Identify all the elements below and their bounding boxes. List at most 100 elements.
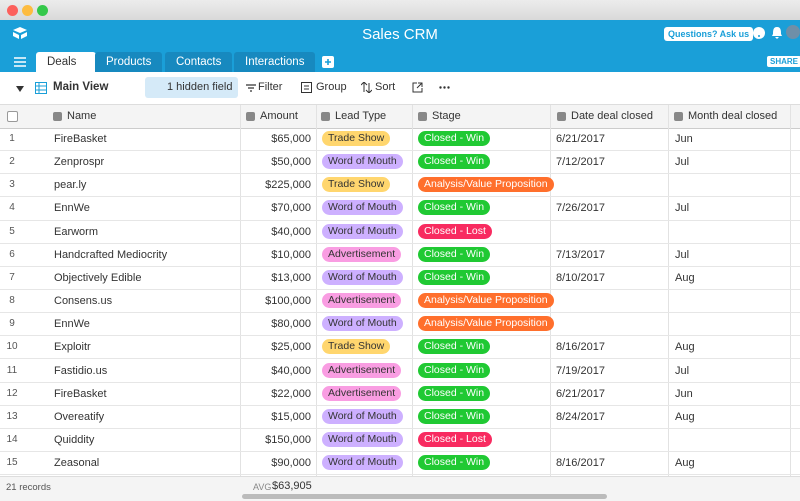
stage-tag[interactable]: Closed - Win <box>418 385 491 401</box>
amount-cell[interactable]: $15,000 <box>271 410 311 423</box>
amount-cell[interactable]: $25,000 <box>271 341 311 354</box>
date-cell[interactable]: 6/21/2017 <box>556 133 605 145</box>
add-table-button[interactable] <box>322 56 334 68</box>
stage-tag[interactable]: Closed - Win <box>418 131 491 146</box>
record-row[interactable]: 15 Zeasonal $90,000 Word of Mouth Closed - W… <box>0 452 800 476</box>
date-cell[interactable]: 7/13/2017 <box>556 248 605 261</box>
lead-type-tag[interactable]: Word of Mouth <box>322 223 403 239</box>
name-cell[interactable]: Consens.us <box>54 295 113 308</box>
name-cell[interactable]: pear.ly <box>54 179 87 192</box>
lead-type-tag[interactable]: Word of Mouth <box>322 455 403 471</box>
record-row[interactable]: 13 Overeatify $15,000 Word of Mouth Closed -… <box>0 406 800 429</box>
lead-type-tag[interactable]: Advertisement <box>322 385 402 401</box>
stage-tag[interactable]: Closed - Win <box>418 408 491 424</box>
column-header[interactable]: Lead Type <box>335 110 387 122</box>
share-view-icon[interactable] <box>412 82 423 93</box>
group-button[interactable]: Group <box>316 81 347 93</box>
column-header[interactable]: Amount <box>260 110 298 122</box>
record-row[interactable]: 5 Earworm $40,000 Word of Mouth Closed - Los… <box>0 221 800 244</box>
filter-button[interactable]: Filter <box>258 81 283 93</box>
amount-cell[interactable]: $40,000 <box>271 364 311 377</box>
name-cell[interactable]: Zenprospr <box>54 156 105 169</box>
stage-tag[interactable]: Closed - Win <box>418 455 491 471</box>
stage-tag[interactable]: Closed - Win <box>418 200 491 216</box>
date-cell[interactable]: 7/26/2017 <box>556 202 605 215</box>
table-tab[interactable]: Interactions <box>234 52 316 72</box>
stage-tag[interactable]: Closed - Lost <box>418 223 492 239</box>
amount-cell[interactable]: $70,000 <box>271 202 311 215</box>
lead-type-tag[interactable]: Trade Show <box>322 339 391 355</box>
stage-tag[interactable]: Analysis/Value Proposition <box>418 316 554 332</box>
amount-cell[interactable]: $80,000 <box>271 318 311 331</box>
record-row[interactable]: 2 Zenprospr $50,000 Word of Mouth Closed - W… <box>0 151 800 175</box>
record-row[interactable]: 6 Handcrafted Mediocrity $10,000 Advertisem… <box>0 244 800 267</box>
stage-tag[interactable]: Closed - Win <box>418 154 491 170</box>
date-cell[interactable]: 7/19/2017 <box>556 364 605 377</box>
view-name[interactable]: Main View <box>53 81 109 93</box>
lead-type-tag[interactable]: Advertisement <box>322 293 402 309</box>
record-row[interactable]: 14 Quiddity $150,000 Word of Mouth Closed - … <box>0 429 800 453</box>
amount-cell[interactable]: $22,000 <box>271 387 311 400</box>
record-row[interactable]: 7 Objectively Edible $13,000 Word of Mouth C… <box>0 267 800 291</box>
record-row[interactable]: 12 FireBasket $22,000 Advertisement Closed -… <box>0 383 800 406</box>
name-cell[interactable]: EnnWe <box>54 318 90 331</box>
amount-cell[interactable]: $90,000 <box>271 457 311 470</box>
column-header[interactable]: Month deal closed <box>688 110 778 122</box>
date-cell[interactable]: 6/21/2017 <box>556 387 605 400</box>
name-cell[interactable]: Quiddity <box>54 433 95 446</box>
stage-tag[interactable]: Analysis/Value Proposition <box>418 177 554 193</box>
date-cell[interactable]: 7/12/2017 <box>556 156 605 169</box>
name-cell[interactable]: Zeasonal <box>54 457 100 470</box>
amount-cell[interactable]: $65,000 <box>271 133 311 145</box>
name-cell[interactable]: EnnWe <box>54 202 90 215</box>
lead-type-tag[interactable]: Advertisement <box>322 246 402 262</box>
help-button[interactable]: Questions? Ask us <box>664 27 754 41</box>
stage-tag[interactable]: Closed - Win <box>418 269 491 285</box>
lead-type-tag[interactable]: Word of Mouth <box>322 154 403 170</box>
name-cell[interactable]: Earworm <box>54 225 99 238</box>
select-all-checkbox[interactable] <box>7 111 18 122</box>
menu-icon[interactable] <box>14 57 26 67</box>
amount-cell[interactable]: $10,000 <box>271 248 311 261</box>
amount-cell[interactable]: $13,000 <box>271 271 311 284</box>
stage-tag[interactable]: Analysis/Value Proposition <box>418 293 554 309</box>
table-tab[interactable]: Contacts <box>165 52 233 72</box>
name-cell[interactable]: Exploitr <box>54 341 91 354</box>
lead-type-tag[interactable]: Word of Mouth <box>322 200 403 216</box>
stage-tag[interactable]: Closed - Win <box>418 362 491 378</box>
lead-type-tag[interactable]: Advertisement <box>322 362 402 378</box>
user-avatar[interactable] <box>786 25 800 39</box>
lead-type-tag[interactable]: Trade Show <box>322 177 391 193</box>
help-icon[interactable] <box>752 26 766 40</box>
name-cell[interactable]: FireBasket <box>54 133 107 145</box>
stage-tag[interactable]: Closed - Lost <box>418 431 492 447</box>
table-tab[interactable]: Products <box>95 52 163 72</box>
lead-type-tag[interactable]: Trade Show <box>322 131 391 146</box>
record-row[interactable]: 1 FireBasket $65,000 Trade Show Closed - Win… <box>0 128 800 152</box>
sort-button[interactable]: Sort <box>375 81 396 93</box>
amount-cell[interactable]: $150,000 <box>265 433 311 446</box>
more-icon[interactable] <box>439 86 450 89</box>
date-cell[interactable]: 8/16/2017 <box>556 341 605 354</box>
share-button[interactable]: SHARE <box>767 56 800 67</box>
column-header[interactable]: Stage <box>432 110 461 122</box>
name-cell[interactable]: Objectively Edible <box>54 271 142 284</box>
amount-cell[interactable]: $100,000 <box>265 295 311 308</box>
zoom-button[interactable] <box>37 5 48 16</box>
record-row[interactable]: 4 EnnWe $70,000 Word of Mouth Closed - Win 7/… <box>0 197 800 221</box>
lead-type-tag[interactable]: Word of Mouth <box>322 316 403 332</box>
amount-cell[interactable]: $50,000 <box>271 156 311 169</box>
date-cell[interactable]: 8/10/2017 <box>556 271 605 284</box>
date-cell[interactable]: 8/24/2017 <box>556 410 605 423</box>
name-cell[interactable]: FireBasket <box>54 387 107 400</box>
record-row[interactable]: 11 Fastidio.us $40,000 Advertisement Closed … <box>0 360 800 383</box>
lead-type-tag[interactable]: Word of Mouth <box>322 269 403 285</box>
name-cell[interactable]: Fastidio.us <box>54 364 108 377</box>
amount-cell[interactable]: $225,000 <box>265 179 311 192</box>
amount-cell[interactable]: $40,000 <box>271 225 311 238</box>
notifications-icon[interactable] <box>771 26 783 40</box>
record-row[interactable]: 3 pear.ly $225,000 Trade Show Analysis/Value… <box>0 174 800 198</box>
close-button[interactable] <box>7 5 18 16</box>
sidebar-toggle[interactable] <box>16 86 24 92</box>
minimize-button[interactable] <box>22 5 33 16</box>
